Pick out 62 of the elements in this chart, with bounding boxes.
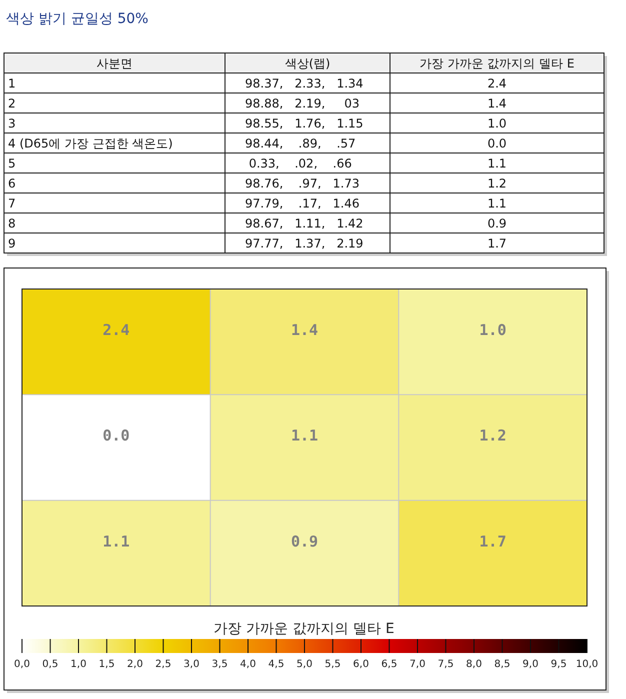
text: 98.76, .97, 1.73 (245, 176, 360, 190)
color-bar-label: 1,5 (98, 659, 115, 670)
color-bar-label: 4,5 (268, 659, 284, 670)
data-label: 1.1 (290, 426, 318, 445)
color-bar-label: 7,5 (438, 659, 454, 670)
text: 3 (8, 116, 16, 130)
text: 4 (D65에 가장 근접한 색온도) (8, 136, 173, 150)
data-label: 0.9 (290, 532, 318, 550)
text: 1 (8, 76, 16, 90)
text: 1.7 (487, 236, 507, 250)
color-bar-label: 3,0 (184, 659, 200, 670)
text: 7 (8, 196, 16, 210)
data-label: 1.7 (479, 532, 506, 550)
text: 98.55, 1.76, 1.15 (245, 116, 364, 130)
text: 97.79, .17, 1.46 (245, 196, 360, 210)
text: 0.33, .02, .66 (245, 156, 352, 170)
text: 98.44, .89, .57 (245, 136, 356, 150)
text: 1.4 (487, 96, 507, 110)
text: 5 (8, 156, 16, 170)
color-bar-label: 9,5 (550, 659, 567, 670)
text: 1.2 (487, 176, 507, 190)
color-bar-label: 5,5 (324, 659, 341, 670)
color-bar-label: 9,0 (522, 659, 538, 670)
color-bar-label: 10,0 (576, 659, 598, 670)
data-label: 0.0 (102, 426, 130, 445)
text: 98.37, 2.33, 1.34 (245, 76, 364, 90)
text: 0.0 (487, 136, 507, 150)
text: 색상(랩) (284, 56, 330, 70)
color-bar-label: 1,0 (70, 659, 86, 670)
color-bar-label: 2,5 (155, 659, 172, 670)
color-bar-label: 6,0 (353, 659, 369, 670)
text: 색상 밝기 균일성 50% (6, 11, 148, 27)
data-label: 1.1 (102, 532, 130, 550)
text: 9 (8, 236, 16, 250)
color-bar-title: 가장 가까운 값까지의 델타 E (214, 621, 394, 637)
text: 6 (8, 176, 16, 190)
text: 1.1 (487, 196, 507, 210)
color-bar-label: 7,0 (410, 659, 426, 670)
color-bar-label: 3,5 (212, 659, 228, 670)
data-label: 1.0 (479, 321, 506, 339)
text: 2 (8, 96, 16, 110)
color-bar-label: 0,5 (42, 659, 58, 670)
color-bar-label: 4,0 (240, 659, 256, 670)
color-bar-label: 6,5 (381, 659, 398, 670)
text: 98.88, 2.19, 03 (245, 96, 360, 110)
text: 2.4 (487, 76, 507, 90)
text: 사분면 (96, 56, 132, 70)
color-bar-label: 2,0 (127, 659, 143, 670)
text: 98.67, 1.11, 1.42 (245, 216, 364, 230)
text: 가장 가까운 값까지의 델타 E (420, 56, 574, 70)
text: 1.1 (487, 156, 507, 170)
text: 8 (8, 216, 16, 230)
color-bar-label: 5,0 (296, 659, 312, 670)
text: 1.0 (487, 116, 507, 130)
color-bar-label: 8,0 (466, 659, 482, 670)
color-bar-label: 0,0 (14, 659, 30, 670)
text: 97.77, 1.37, 2.19 (245, 236, 364, 250)
text: 0.9 (487, 216, 507, 230)
color-bar-label: 8,5 (494, 659, 510, 670)
data-label: 2.4 (102, 321, 130, 339)
data-label: 1.2 (479, 426, 506, 445)
data-label: 1.4 (290, 321, 318, 339)
